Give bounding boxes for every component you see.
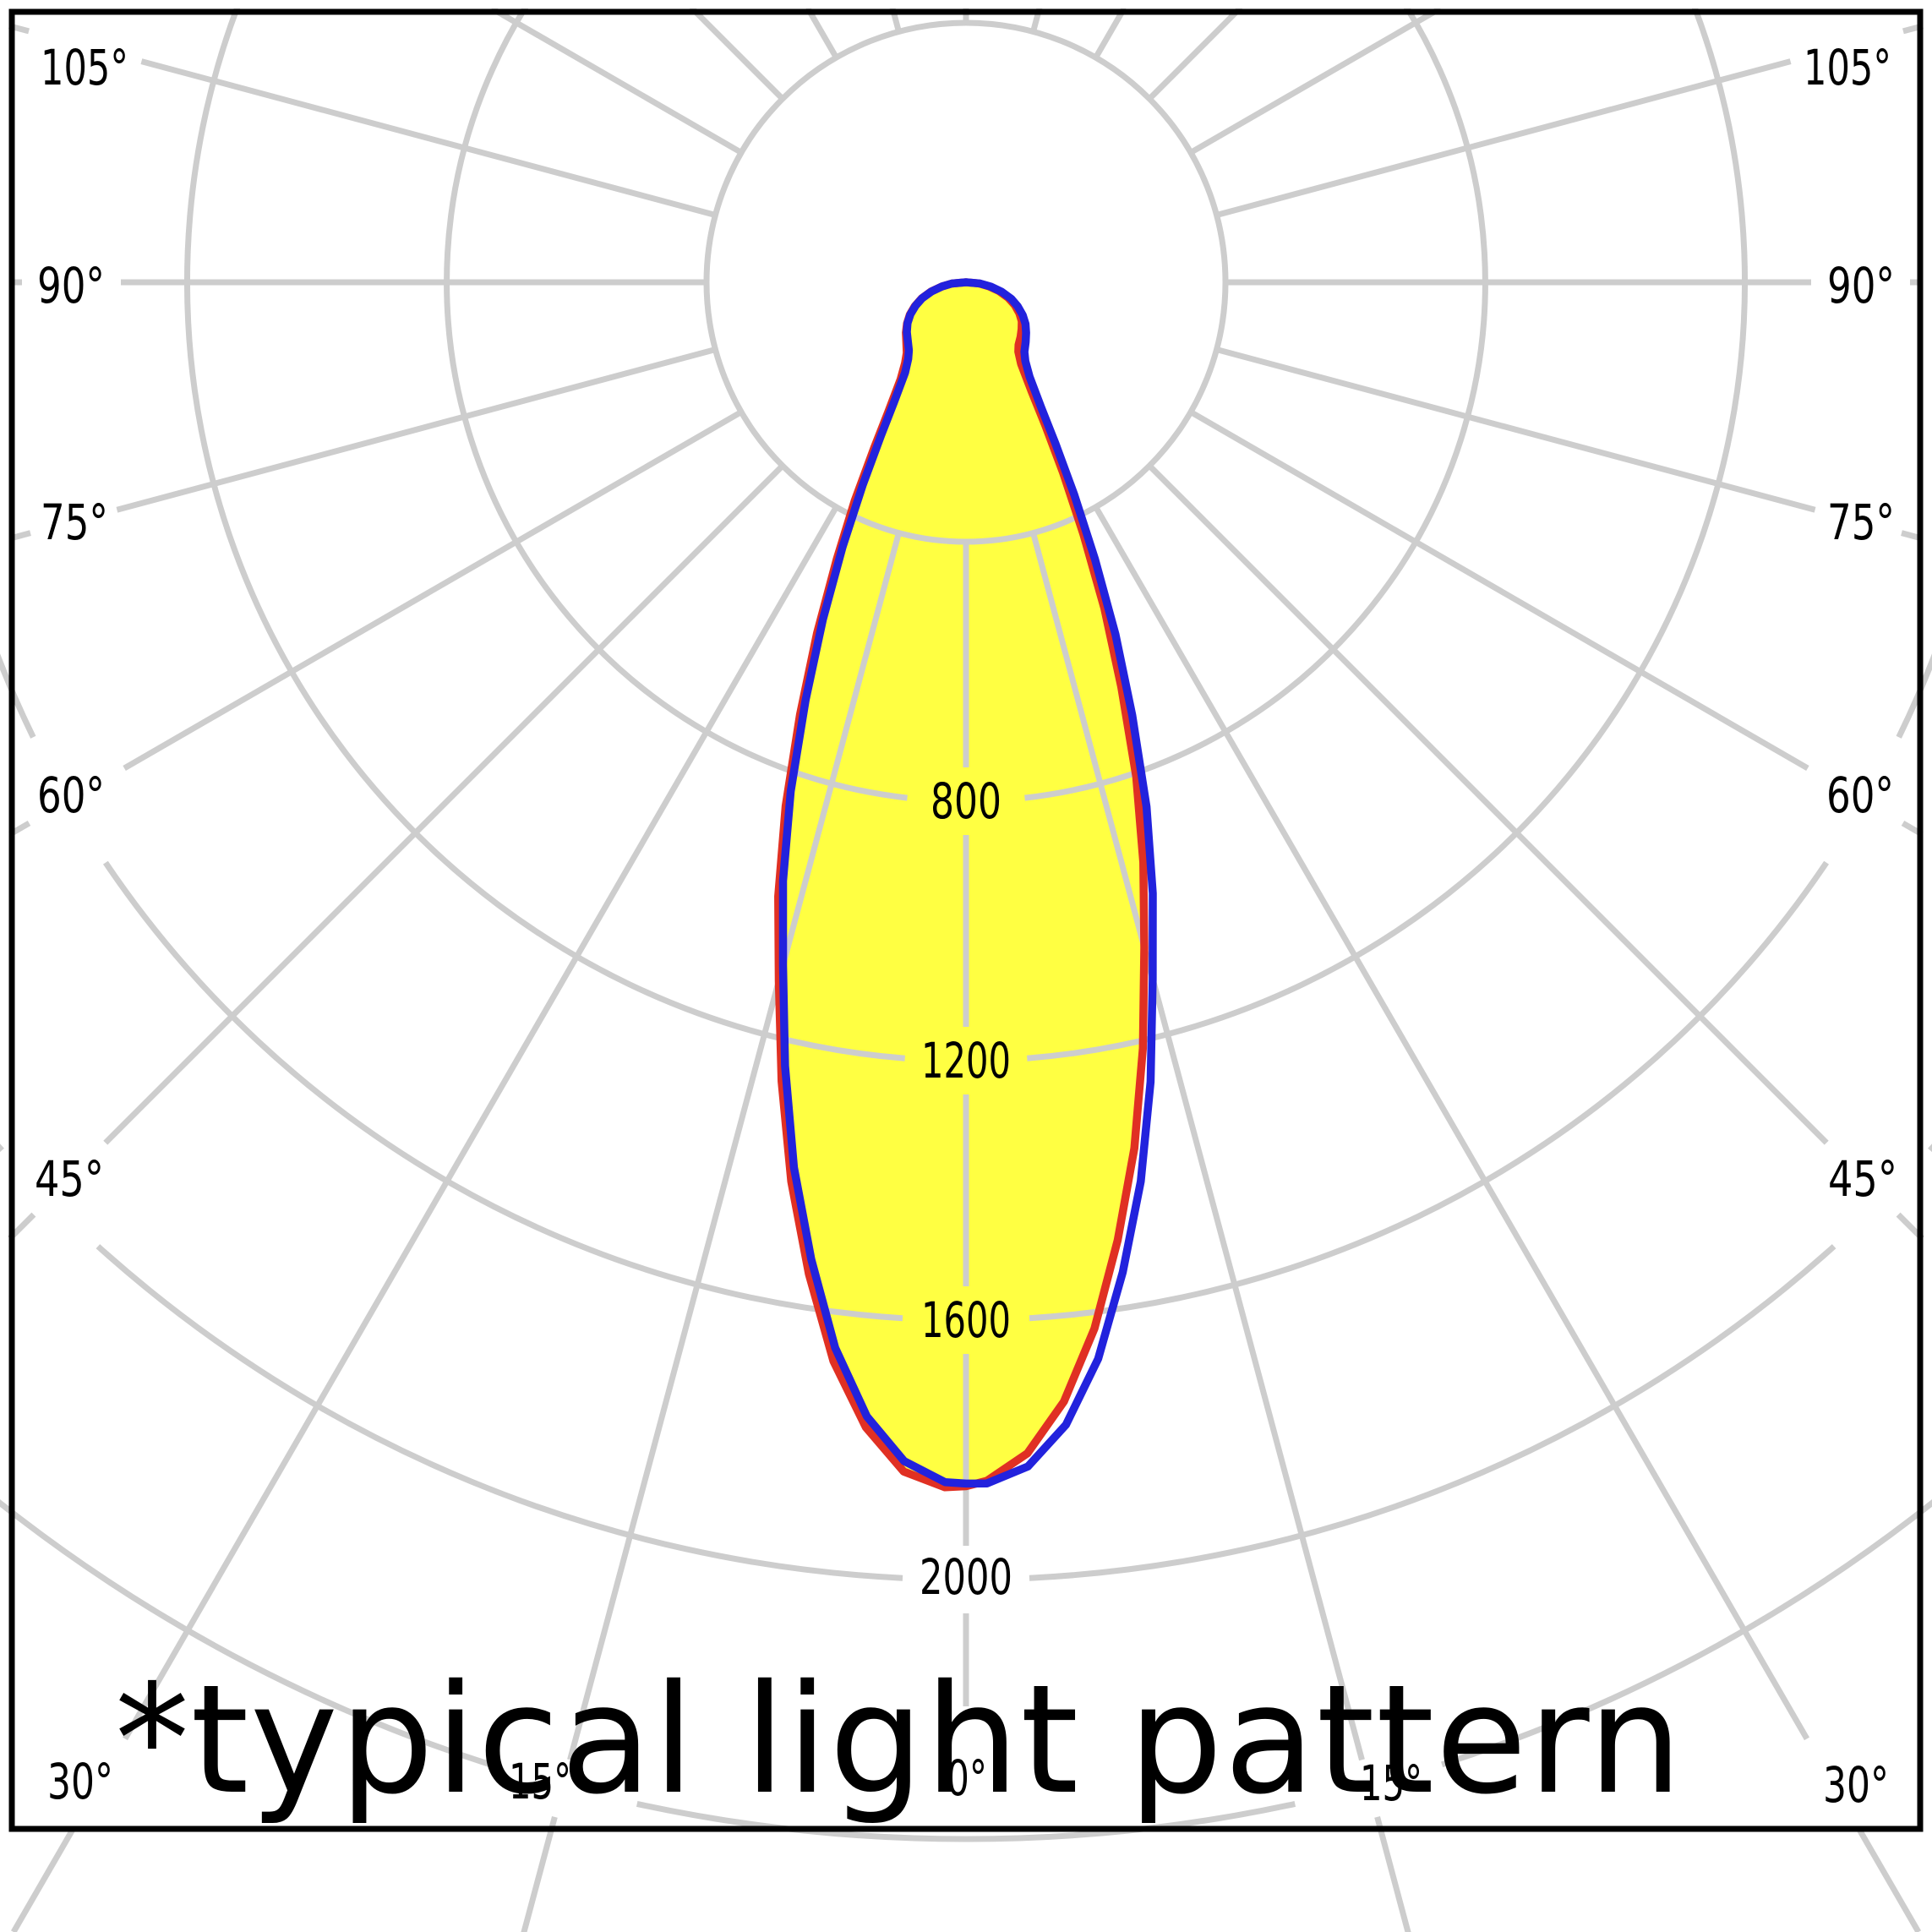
angle-tick-label: 45° xyxy=(35,1150,104,1208)
angle-tick-label: 60° xyxy=(37,767,105,824)
intensity-tick-label: 800 xyxy=(931,772,1001,830)
light-pattern-footnote: *typical light pattern xyxy=(115,1652,1684,1827)
beam-fill xyxy=(778,282,1144,1487)
angle-tick-label: 75° xyxy=(41,494,108,551)
angle-tick-label: 60° xyxy=(1826,767,1894,824)
angle-tick-label: 105° xyxy=(1804,39,1891,96)
angle-tick-label: 90° xyxy=(1827,257,1895,314)
intensity-tick-label: 2000 xyxy=(920,1548,1012,1606)
beam-curve-blue xyxy=(778,278,1157,1488)
angle-tick-label: 15° xyxy=(509,1753,571,1810)
angle-tick-labels: 105° 90° 75° 60° 45° 105° 90° 75° 60° 45° 30° 15° 0°… xyxy=(35,39,1897,1814)
angle-tick-label: 0° xyxy=(947,1749,987,1807)
angle-tick-label: 90° xyxy=(37,257,105,314)
angle-tick-label: 15° xyxy=(1360,1755,1422,1812)
plot-border xyxy=(8,8,1924,1832)
angle-tick-label: 75° xyxy=(1827,494,1895,551)
intensity-tick-labels: 800 1200 1600 2000 xyxy=(920,772,1012,1606)
intensity-tick-label: 1200 xyxy=(921,1032,1011,1089)
angle-tick-label: 45° xyxy=(1828,1150,1897,1208)
intensity-tick-label: 1600 xyxy=(921,1291,1011,1349)
angle-tick-label: 30° xyxy=(47,1753,113,1810)
angle-tick-label: 30° xyxy=(1823,1756,1889,1814)
angle-tick-label: 105° xyxy=(41,39,128,96)
